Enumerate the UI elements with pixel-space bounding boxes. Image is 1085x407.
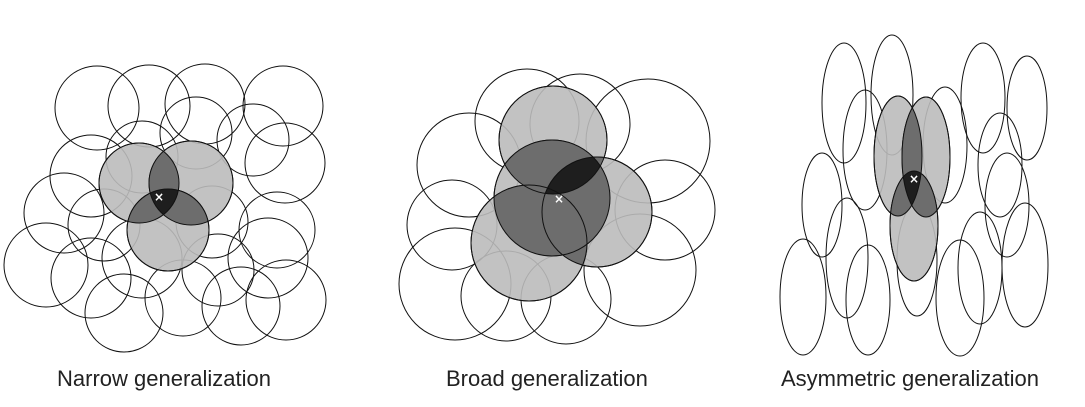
background-circle (107, 64, 191, 148)
highlighted-circle-outline (889, 170, 939, 282)
background-circle (801, 152, 843, 258)
highlighted-circle-outline (470, 184, 588, 302)
stimulus-marker: × (909, 172, 919, 186)
background-circle (164, 63, 246, 145)
asymmetric-generalization-panel: × (779, 34, 1049, 357)
background-circle (23, 172, 105, 254)
pairwise-overlap (127, 189, 179, 223)
background-circle (144, 259, 222, 337)
background-circle (960, 42, 1006, 154)
background-circle (821, 42, 867, 164)
background-circle (216, 103, 290, 177)
background-circle (238, 191, 316, 269)
triple-overlap-region (542, 157, 607, 194)
background-circle (779, 238, 827, 356)
background-circle (845, 244, 891, 356)
narrow-generalization-caption: Narrow generalization (57, 366, 271, 391)
background-circle (227, 217, 309, 299)
highlighted-circle-outline (148, 140, 234, 226)
pairwise-overlap (890, 171, 922, 216)
highlighted-circle-outline (126, 188, 210, 272)
narrow-generalization-panel: × (3, 63, 327, 353)
broad-generalization-caption: Broad generalization (446, 366, 648, 391)
background-circle (957, 211, 1003, 325)
stimulus-marker: × (554, 192, 564, 206)
background-circle (977, 112, 1023, 218)
pairwise-overlap (542, 185, 587, 267)
background-circle (181, 233, 255, 307)
highlighted-circle-outline (873, 95, 923, 217)
background-circle (1006, 55, 1048, 161)
broad-generalization-panel: × (398, 68, 716, 345)
background-circle (825, 197, 869, 319)
highlighted-circle-outline (901, 96, 951, 218)
background-circle (245, 259, 327, 341)
highlighted-circle-outline (498, 85, 608, 195)
background-circle (1001, 202, 1049, 328)
background-circle (242, 65, 324, 147)
background-circle (50, 237, 132, 319)
background-circle (3, 222, 89, 308)
background-circle (201, 266, 281, 346)
stimulus-marker: × (154, 190, 164, 204)
highlighted-circle-outline (98, 142, 180, 224)
background-circle (54, 65, 140, 151)
pairwise-overlap (149, 189, 209, 225)
asymmetric-generalization-caption: Asymmetric generalization (781, 366, 1039, 391)
pairwise-overlap (902, 171, 938, 217)
background-circle (984, 152, 1030, 258)
background-circle (935, 239, 985, 357)
background-circle (84, 273, 164, 353)
highlighted-circle-outline (493, 139, 611, 257)
background-circle (244, 122, 326, 204)
highlighted-circle-outline (541, 156, 653, 268)
